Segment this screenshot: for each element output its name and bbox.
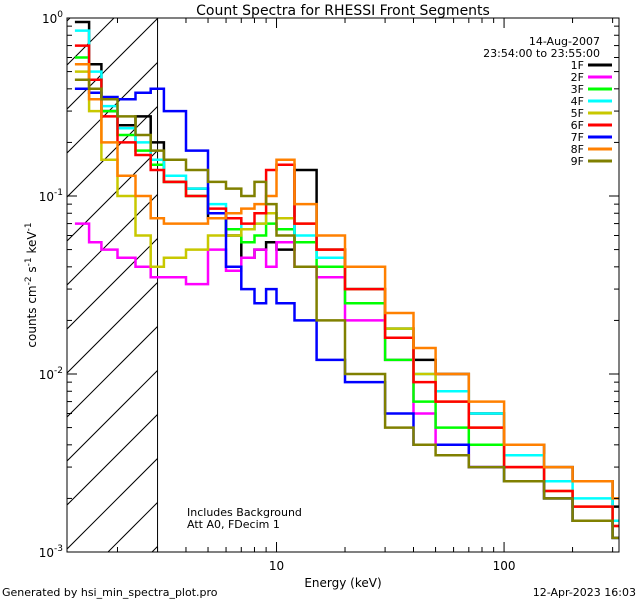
legend-label-1F: 1F: [571, 59, 584, 72]
hatch-line: [280, 0, 640, 600]
hatch-line: [67, 457, 158, 550]
y-tick-label: 10-1: [39, 188, 63, 204]
y-tick-label: 10-2: [39, 366, 63, 382]
plot-frame: [66, 17, 620, 553]
time-range-label: 23:54:00 to 23:55:00: [483, 47, 600, 60]
hatch-line: [632, 0, 640, 600]
series-line-8F: [74, 62, 619, 500]
series-line-9F: [74, 78, 619, 540]
date-label: 14-Aug-2007: [529, 35, 600, 48]
series-line-6F: [74, 44, 619, 528]
hatch-line: [67, 237, 158, 330]
x-tick-label: 10: [269, 559, 284, 573]
hatch-line: [67, 18, 158, 110]
y-axis-label: counts cm-2 s-1 keV-1: [24, 222, 39, 347]
annotation-attenuator: Att A0, FDecim 1: [187, 518, 280, 531]
y-axis: 100 10-1 10-2 10-3: [39, 10, 619, 560]
series-line-7F: [74, 87, 619, 540]
footer-generated-by: Generated by hsi_min_spectra_plot.pro: [2, 586, 218, 599]
legend-label-6F: 6F: [571, 119, 584, 132]
hatch-line: [151, 545, 158, 552]
legend-label-3F: 3F: [571, 83, 584, 96]
legend-label-8F: 8F: [571, 143, 584, 156]
legend-label-4F: 4F: [571, 95, 584, 108]
legend-label-9F: 9F: [571, 155, 584, 168]
series-line-5F: [74, 70, 619, 528]
annotation-background: Includes Background: [187, 506, 302, 519]
legend-label-2F: 2F: [571, 71, 584, 84]
series-layer: [74, 20, 619, 540]
y-tick-label: 10-3: [39, 544, 63, 560]
x-axis: 10 100: [116, 18, 614, 573]
legend-label-7F: 7F: [571, 131, 584, 144]
hatch-line: [67, 18, 71, 22]
series-line-4F: [74, 29, 619, 522]
hatch-line: [67, 413, 158, 506]
series-line-3F: [74, 56, 619, 540]
hatch-line: [107, 501, 158, 552]
footer-timestamp: 12-Apr-2023 16:03: [533, 586, 636, 599]
y-tick-label: 100: [42, 10, 63, 26]
chart-title: Count Spectra for RHESSI Front Segments: [196, 3, 490, 19]
legend-label-5F: 5F: [571, 107, 584, 120]
hatch-line: [67, 281, 158, 374]
x-tick-label: 100: [493, 559, 516, 573]
hatch-line: [67, 18, 115, 66]
x-axis-label: Energy (keV): [304, 576, 381, 590]
series-line-2F: [74, 222, 619, 540]
series-line-1F: [74, 20, 619, 508]
